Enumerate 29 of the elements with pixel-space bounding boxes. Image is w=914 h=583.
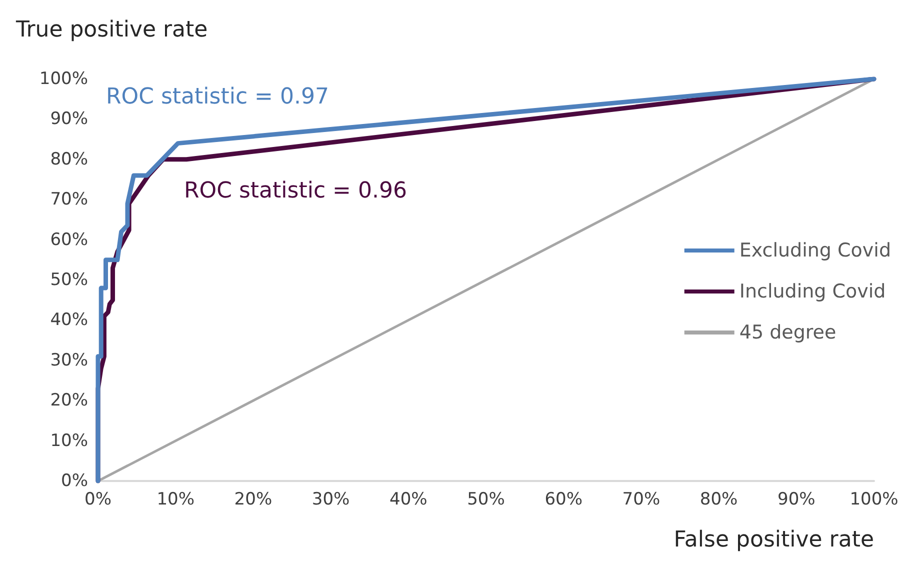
x-axis-title: False positive rate [674,528,874,552]
x-tick-label: 10% [156,490,194,510]
x-tick-label: 90% [778,490,816,510]
x-tick-label: 50% [467,490,505,510]
y-tick-label: 70% [50,190,88,210]
y-tick-label: 80% [50,149,88,170]
y-tick-label: 0% [61,471,88,491]
x-tick-label: 20% [234,490,272,510]
x-tick-label: 70% [622,490,660,510]
x-tick-label: 30% [312,490,350,510]
x-tick-label: 60% [544,490,582,510]
x-tick-label: 80% [700,490,738,510]
y-tick-label: 90% [50,109,88,130]
y-tick-label: 20% [50,390,88,411]
legend-label: 45 degree [739,322,836,344]
y-tick-label: 40% [50,310,88,330]
x-tick-label: 0% [84,490,112,510]
y-tick-label: 50% [50,270,88,290]
y-tick-label: 30% [50,350,88,370]
legend-label: Excluding Covid [739,240,891,262]
y-axis-title: True positive rate [15,18,208,42]
y-tick-label: 10% [50,430,88,451]
annotation: ROC statistic = 0.96 [184,178,407,204]
x-tick-label: 40% [390,490,428,510]
legend-label: Including Covid [739,280,886,302]
y-tick-label: 100% [39,69,88,89]
annotation: ROC statistic = 0.97 [106,84,329,110]
y-tick-label: 60% [50,230,88,250]
x-tick-label: 100% [850,490,898,510]
